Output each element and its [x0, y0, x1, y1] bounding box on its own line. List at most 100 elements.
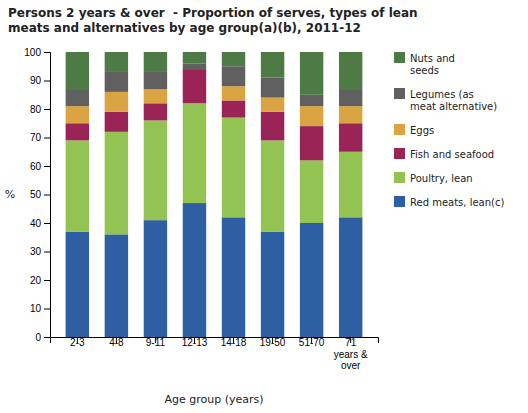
tick: 71years &over: [334, 337, 368, 371]
text-line: over: [341, 360, 361, 371]
bar: [300, 106, 323, 126]
tick: 40: [30, 218, 50, 229]
tick-label: 9-11: [146, 337, 166, 348]
bar: [222, 217, 245, 337]
bar: [66, 123, 89, 140]
legend-swatch: [394, 172, 405, 183]
tick-label: 14-18: [221, 337, 247, 348]
y-axis: 0102030405060708090100: [24, 47, 50, 343]
series: [66, 103, 363, 234]
bar: [222, 52, 245, 66]
tick-mark: [44, 166, 50, 167]
legend-item: Poultry, lean: [394, 172, 473, 184]
tick-label: 40: [30, 218, 42, 229]
bar: [339, 217, 362, 337]
axis-line: [44, 53, 51, 338]
legend-swatch: [394, 124, 405, 135]
legend: Nuts andseeds Legumes (asmeat alternative…: [394, 52, 504, 208]
tick: 100: [24, 47, 50, 58]
tick-label: 51-70: [299, 337, 325, 348]
tick: 90: [30, 75, 50, 86]
tick-label: 90: [30, 75, 42, 86]
legend-label: Fish and seafood: [410, 149, 494, 160]
tick-mark: [44, 223, 50, 224]
tick: 9-11: [146, 337, 166, 348]
tick-label: 80: [30, 104, 42, 115]
tick: 12-13: [182, 337, 208, 348]
tick-mark: [44, 195, 50, 196]
tick: 80: [30, 104, 50, 115]
legend-item: Legumes (asmeat alternative): [394, 88, 497, 112]
text-line: 51-70: [299, 337, 325, 348]
tick-label: 20: [30, 275, 42, 286]
bar: [339, 106, 362, 123]
tick-label: 19-50: [260, 337, 286, 348]
text-line: Red meats, lean(c): [410, 197, 504, 208]
tick-mark: [44, 252, 50, 253]
bar: [66, 106, 89, 123]
chart-svg: Persons 2 years & over - Proportion of s…: [0, 0, 528, 413]
text-line: years &: [334, 349, 368, 360]
bar: [144, 89, 167, 103]
y-axis-label: %: [5, 188, 15, 201]
bar: [300, 95, 323, 106]
tick-label: 0: [35, 332, 41, 343]
bar: [261, 78, 284, 98]
text-line: 12-13: [182, 337, 208, 348]
bar: [300, 223, 323, 337]
tick-mark: [44, 109, 50, 110]
tick: 0: [35, 332, 50, 343]
legend-label: Legumes (asmeat alternative): [410, 89, 497, 112]
tick: 19-50: [260, 337, 286, 348]
tick-label: 10: [30, 303, 42, 314]
tick: 2-3: [70, 337, 85, 348]
tick-mark: [44, 52, 50, 53]
legend-swatch: [394, 148, 405, 159]
bar: [339, 123, 362, 152]
bar: [183, 103, 206, 203]
bar: [66, 232, 89, 337]
bar: [105, 92, 128, 112]
text-line: meats and alternatives by age group(a)(b…: [8, 21, 361, 35]
tick-mark: [44, 138, 50, 139]
bar: [66, 89, 89, 106]
tick: 10: [30, 303, 50, 314]
bar: [66, 140, 89, 231]
legend-item: Nuts andseeds: [394, 52, 455, 76]
legend-swatch: [394, 52, 405, 63]
bar: [144, 72, 167, 89]
text-line: seeds: [410, 65, 439, 76]
bar: [300, 160, 323, 223]
bar: [261, 98, 284, 112]
tick: 20: [30, 275, 50, 286]
tick-label: 12-13: [182, 337, 208, 348]
text-line: 2-3: [70, 337, 85, 348]
tick-mark: [44, 81, 50, 82]
text-line: Fish and seafood: [410, 149, 494, 160]
text-line: 9-11: [146, 337, 166, 348]
bar: [144, 220, 167, 337]
text-line: 4-8: [109, 337, 124, 348]
bar: [261, 140, 284, 231]
legend-label: Poultry, lean: [410, 173, 473, 184]
text-line: Persons 2 years & over - Proportion of s…: [8, 6, 418, 20]
text-line: Legumes (as: [410, 89, 474, 100]
tick: 14-18: [221, 337, 247, 348]
bar: [144, 52, 167, 72]
bar: [222, 118, 245, 218]
bar: [105, 52, 128, 72]
bar: [144, 120, 167, 220]
tick: 70: [30, 132, 50, 143]
tick: 60: [30, 161, 50, 172]
text-line: Nuts and: [410, 53, 455, 64]
legend-label: Eggs: [410, 125, 434, 136]
text-line: 14-18: [221, 337, 247, 348]
legend-item: Eggs: [394, 124, 434, 136]
bar: [66, 52, 89, 89]
text-line: 19-50: [260, 337, 286, 348]
series: [66, 52, 363, 95]
tick: 30: [30, 246, 50, 257]
tick-label: 30: [30, 246, 42, 257]
tick-mark: [44, 309, 50, 310]
x-axis-label: Age group (years): [164, 393, 263, 406]
